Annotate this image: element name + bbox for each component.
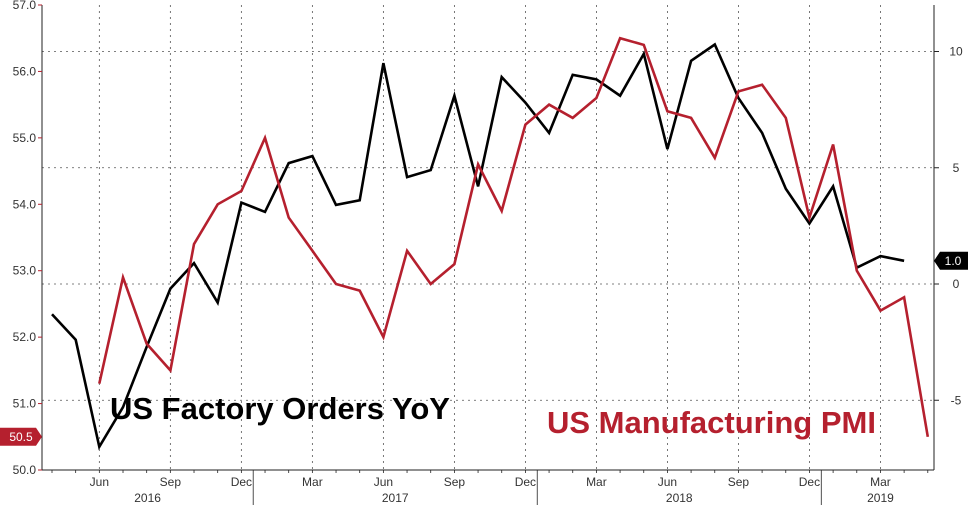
series-line-factory-orders xyxy=(51,42,905,451)
x-tick-label: Jun xyxy=(90,475,109,489)
series-line-manufacturing-pmi xyxy=(98,36,930,438)
left-tick-label: 55.0 xyxy=(13,131,37,145)
axes xyxy=(41,5,935,471)
x-tick-label: Jun xyxy=(374,475,393,489)
last-value-badge-pmi xyxy=(0,427,42,446)
year-label: 2018 xyxy=(666,491,693,505)
left-tick-label: 54.0 xyxy=(13,197,37,211)
last-value-label-pmi: 50.5 xyxy=(9,430,33,444)
right-tick-label: 5 xyxy=(953,161,960,175)
left-tick-label: 51.0 xyxy=(13,397,37,411)
grid-lines xyxy=(42,5,934,470)
right-axis-ticks: -5 0 5 10 xyxy=(934,45,963,407)
left-tick-label: 50.0 xyxy=(13,463,37,477)
left-axis-ticks: 50.0 51.0 52.0 53.0 54.0 55.0 56.0 57.0 xyxy=(13,0,42,477)
x-tick-label: Mar xyxy=(302,475,323,489)
x-tick-label: Jun xyxy=(658,475,677,489)
last-value-label-factory-orders: 1.0 xyxy=(945,254,962,268)
x-tick-label: Sep xyxy=(160,475,182,489)
year-label: 2019 xyxy=(867,491,894,505)
labels-layer: US Factory Orders YoY US Manufacturing PM… xyxy=(0,251,968,446)
left-tick-label: 56.0 xyxy=(13,64,37,78)
year-label: 2017 xyxy=(382,491,409,505)
year-label: 2016 xyxy=(134,491,161,505)
left-tick-label: 53.0 xyxy=(13,264,37,278)
right-tick-label: 0 xyxy=(953,277,960,291)
x-tick-label: Sep xyxy=(728,475,750,489)
last-value-badge-factory-orders xyxy=(934,251,968,270)
x-tick-label: Mar xyxy=(586,475,607,489)
x-tick-label: Dec xyxy=(515,475,536,489)
x-tick-label: Dec xyxy=(231,475,252,489)
x-tick-label: Sep xyxy=(444,475,466,489)
series-title-factory-orders: US Factory Orders YoY xyxy=(110,391,450,426)
left-tick-label: 57.0 xyxy=(13,0,37,12)
series-title-manufacturing-pmi: US Manufacturing PMI xyxy=(547,405,876,440)
series-layer xyxy=(51,36,930,451)
left-tick-label: 52.0 xyxy=(13,330,37,344)
x-axis-ticks: Jun Sep Dec Mar Jun Sep Dec Mar Jun Sep Dec Mar 2016… xyxy=(51,470,929,505)
x-tick-label: Mar xyxy=(870,475,891,489)
x-tick-label: Dec xyxy=(799,475,820,489)
right-tick-label: 10 xyxy=(949,45,963,59)
right-tick-label: -5 xyxy=(951,393,962,407)
